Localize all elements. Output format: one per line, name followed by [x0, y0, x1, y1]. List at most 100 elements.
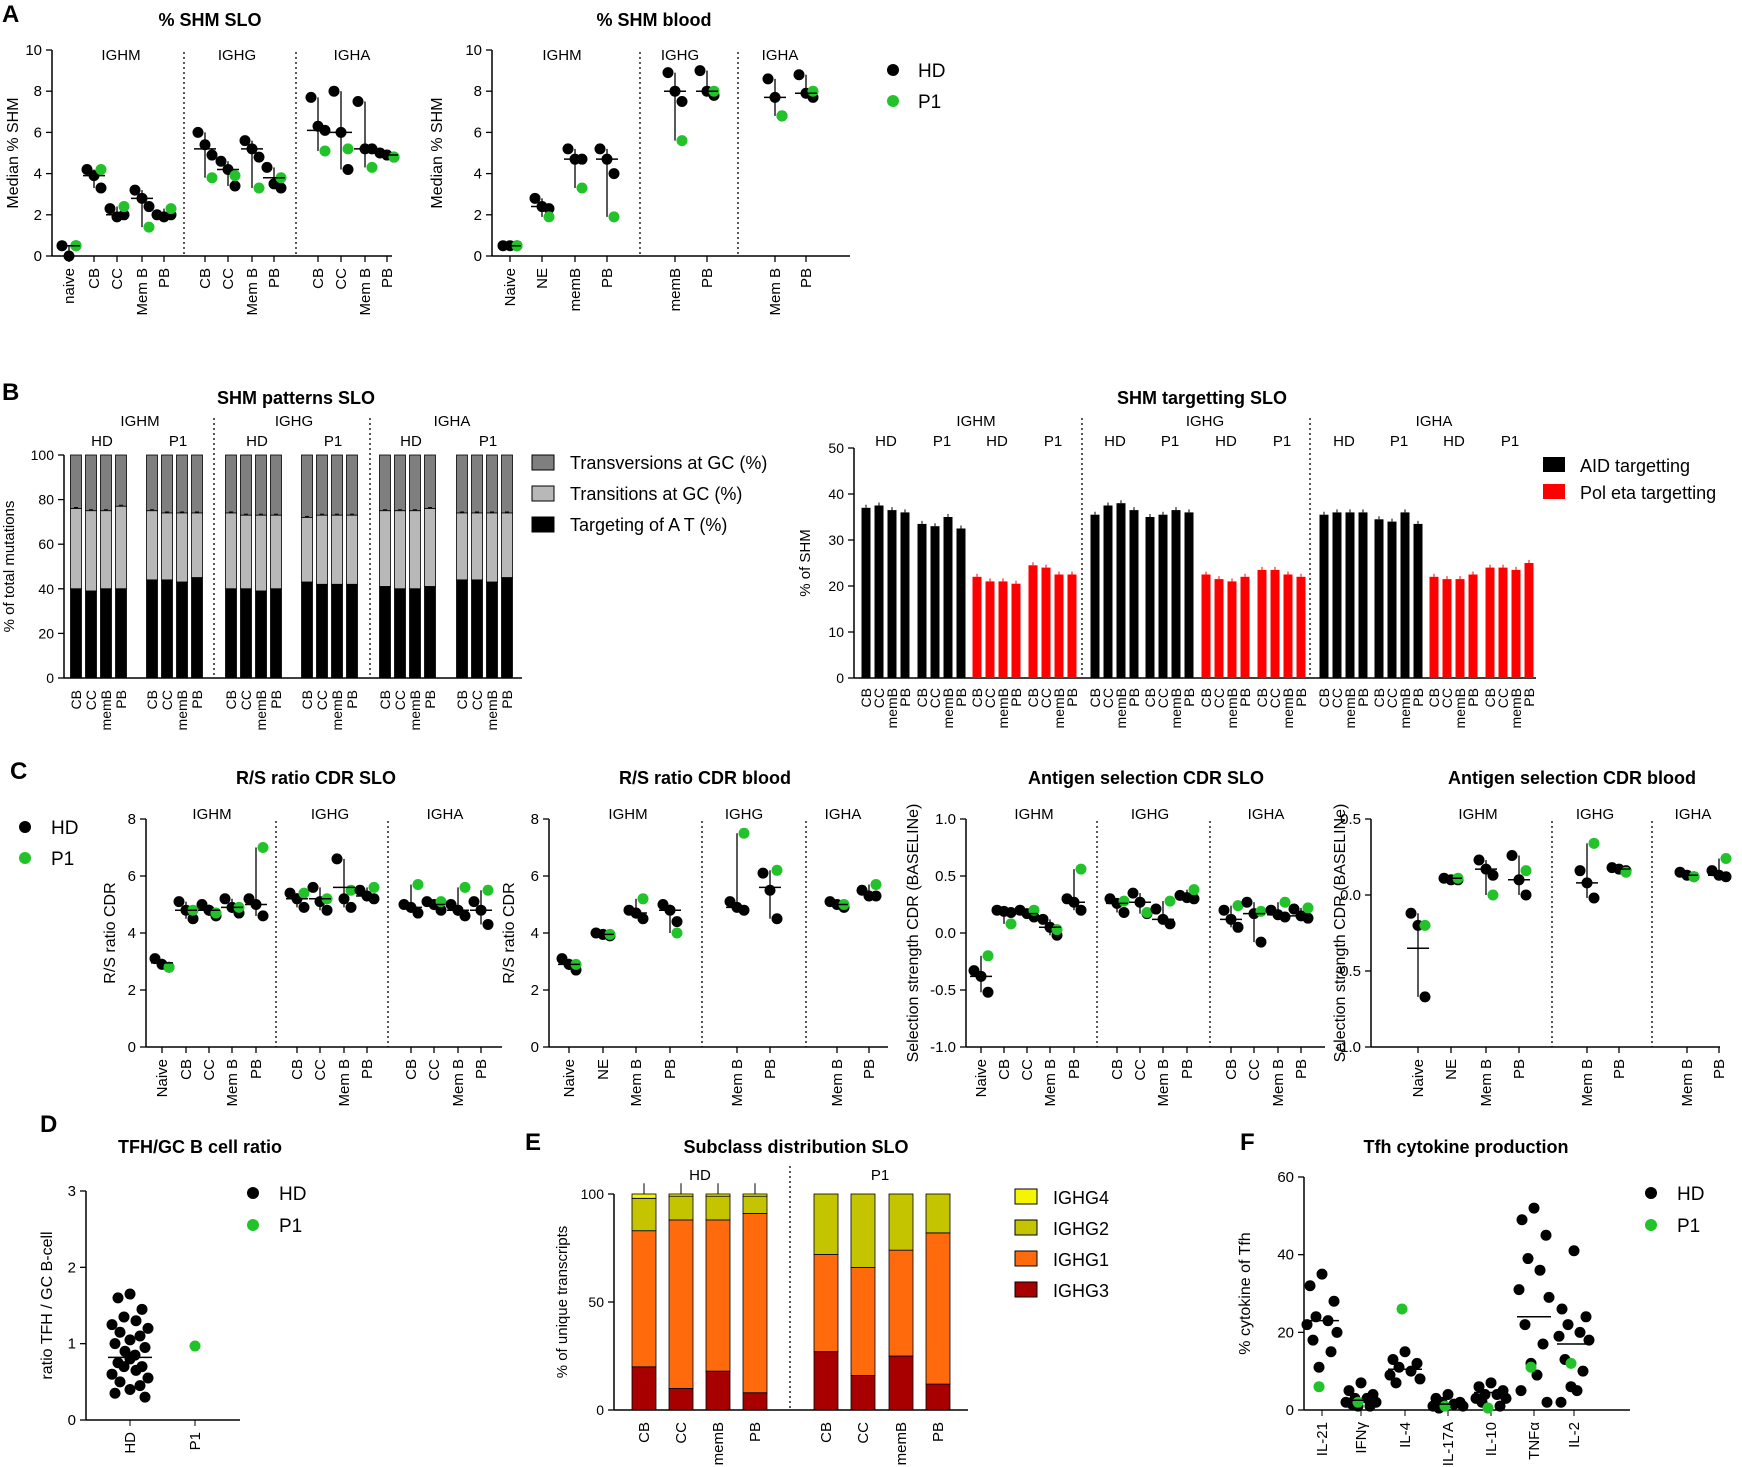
bar-pol-eta: [1442, 579, 1452, 678]
bar-ighg1: [888, 1249, 914, 1357]
bar-aid: [1387, 521, 1397, 678]
hd-point: [1307, 1334, 1319, 1346]
x-tick-label: CB: [289, 1059, 306, 1080]
x-tick-label: memB: [1051, 688, 1067, 728]
hd-point: [1393, 1361, 1405, 1373]
hd-point: [1534, 1264, 1546, 1276]
chart-title: Subclass distribution SLO: [683, 1137, 908, 1157]
bar-pol-eta: [1429, 576, 1439, 678]
subgroup-header: HD: [875, 433, 897, 450]
p1-point: [807, 85, 819, 97]
p1-point: [368, 881, 380, 893]
x-tick-label: Mem B: [1155, 1059, 1172, 1107]
p1-point: [1255, 905, 1267, 917]
x-tick-label: Mem B: [134, 268, 151, 316]
hd-point: [124, 1288, 136, 1300]
p1-point: [1487, 889, 1499, 901]
hd-point: [1543, 1291, 1555, 1303]
hd-point: [124, 1334, 136, 1346]
hd-point: [1405, 1365, 1417, 1377]
hd-point: [142, 1372, 154, 1384]
bar-at-targeting: [301, 581, 313, 679]
x-tick-label: memB: [407, 690, 423, 730]
hd-point: [124, 1383, 136, 1395]
x-tick-label: Mem B: [729, 1059, 746, 1107]
bar-pol-eta: [1498, 567, 1508, 678]
hd-point: [109, 1338, 121, 1350]
group-header: IGHM: [101, 47, 140, 64]
bar-transversions: [316, 454, 328, 516]
p1-point: [189, 1340, 201, 1352]
bar-at-targeting: [394, 588, 406, 679]
p1-point: [1688, 871, 1700, 883]
x-tick-label: PB: [897, 688, 913, 707]
bar-transversions: [70, 454, 82, 509]
p1-point: [257, 842, 269, 853]
x-tick-label: CB: [403, 1059, 420, 1080]
legend-hd-label: HD: [918, 61, 945, 82]
x-tick-label: CC: [1329, 688, 1345, 708]
hd-point: [257, 910, 269, 922]
x-tick-label: PB: [113, 690, 129, 709]
y-axis-label: R/S ratio CDR: [102, 882, 119, 983]
hd-point: [1520, 889, 1532, 901]
hd-point: [1515, 1385, 1527, 1397]
x-tick-label: PB: [268, 690, 284, 709]
hd-point: [307, 881, 319, 893]
group-header: IGHM: [1458, 806, 1497, 823]
y-tick-label: 0: [128, 1039, 136, 1056]
group-header: IGHA: [762, 47, 799, 64]
x-tick-label: Naive: [502, 268, 519, 306]
hd-point: [130, 1315, 142, 1327]
x-tick-label: TNFα: [1526, 1422, 1543, 1460]
x-tick-label: CB: [68, 690, 84, 709]
hd-point: [104, 203, 116, 215]
bar-ighg4: [742, 1193, 768, 1197]
bar-aid: [1103, 505, 1113, 678]
bar-pol-eta: [1296, 576, 1306, 678]
bar-pol-eta: [1270, 569, 1280, 678]
x-tick-label: CC: [1038, 688, 1054, 708]
hd-point: [594, 143, 606, 155]
subgroup-header: P1: [1044, 433, 1062, 450]
bar-transitions: [486, 512, 498, 583]
y-tick-label: 6: [474, 124, 482, 141]
subgroup-header: P1: [324, 433, 342, 450]
chart-tfh-gc-ratio: 0 1 2 3 ratio TFH / GC B-cell TFH/GC B cell r…: [39, 1137, 282, 1454]
hd-point: [1485, 1377, 1497, 1389]
x-tick-label: CC: [201, 1059, 218, 1081]
hd-point: [1574, 865, 1586, 877]
x-tick-label: Naive: [973, 1059, 990, 1097]
p1-point: [435, 896, 447, 908]
bar-ighg2: [813, 1193, 839, 1255]
hd-point: [173, 896, 185, 908]
x-tick-label: CC: [982, 688, 998, 708]
bar-transversions: [471, 454, 483, 514]
bar-aid: [1345, 512, 1355, 678]
chart-rs-ratio-cdr-slo: 0 2 4 6 8 R/S ratio CDR R/S ratio CDR SLO Naive…: [102, 768, 502, 1107]
bar-transversions: [240, 454, 252, 516]
hd-point: [435, 904, 447, 916]
bar-aid: [861, 507, 871, 678]
p1-point: [982, 950, 994, 962]
p1-point: [118, 201, 130, 213]
p1-point: [1352, 1396, 1364, 1408]
bar-ighg2: [631, 1197, 657, 1232]
x-tick-label: memB: [1280, 688, 1296, 728]
chart-rs-ratio-cdr-blood: 0 2 4 6 8 R/S ratio CDR R/S ratio CDR blood Nai…: [501, 768, 888, 1107]
p1-point: [1565, 1357, 1577, 1369]
hd-point: [139, 1391, 151, 1403]
hd-point: [1473, 1381, 1485, 1393]
hd-point: [1491, 1388, 1503, 1400]
y-tick-label: 2: [531, 982, 539, 999]
hd-point: [130, 1364, 142, 1376]
x-tick-label: CB: [1316, 688, 1332, 707]
bar-transversions: [331, 454, 343, 516]
group-header: IGHA: [1248, 806, 1285, 823]
chart-title: % SHM SLO: [158, 10, 261, 30]
bar-transitions: [346, 514, 358, 585]
y-tick-label: 50: [588, 1294, 604, 1310]
hd-point: [1457, 1400, 1469, 1412]
bar-at-targeting: [240, 588, 252, 679]
